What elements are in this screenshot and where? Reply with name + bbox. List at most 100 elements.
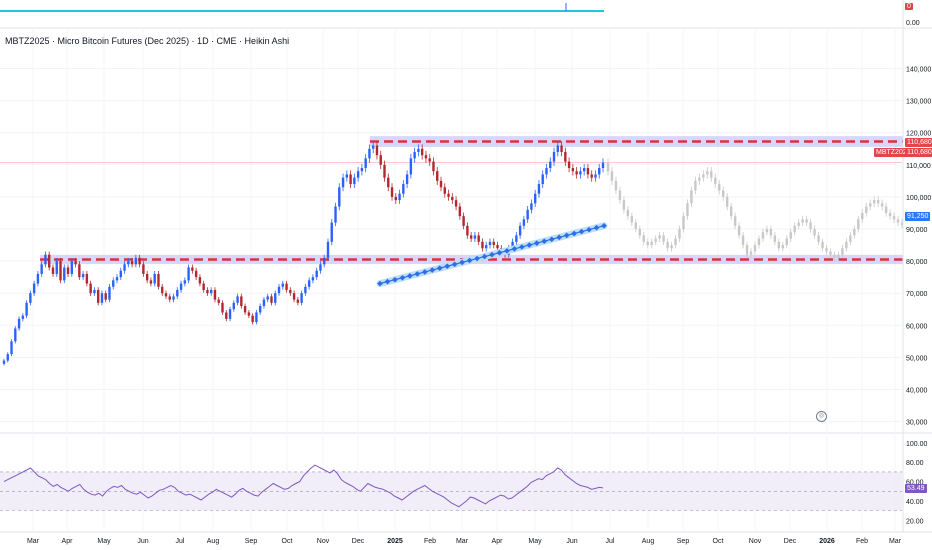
ghost-body [702,174,704,177]
ghost-body [607,163,609,172]
candle-body [206,290,208,293]
candle-body [285,284,287,290]
candle-body [116,277,118,280]
candle-body [319,264,321,270]
candle-body [150,280,152,283]
candle-body [387,178,389,188]
ghost-body [623,200,625,210]
candle-body [199,277,201,283]
x-tick-label: Jul [606,538,615,545]
ghost-body [726,197,728,207]
x-tick-label: Mar [889,538,902,545]
ghost-body [869,203,871,206]
candle-body [440,181,442,187]
candle-body [474,235,476,238]
candle-body [233,303,235,309]
ghost-body [782,245,784,248]
ghost-body [670,245,672,248]
y-tick-label: 50,000 [906,355,928,362]
candle-body [210,290,212,293]
x-tick-label: Mar [27,538,40,545]
ghost-body [694,181,696,191]
candle-body [391,187,393,197]
candle-body [165,293,167,296]
ghost-body [710,171,712,177]
ghost-body [798,223,800,226]
ghost-body [627,210,629,216]
last-price-tag: 110,680 [905,138,932,147]
candle-body [67,268,69,274]
candle-body [184,280,186,283]
ghost-body [615,181,617,191]
ghost-body [861,213,863,219]
ghost-body [654,239,656,242]
candle-body [334,207,336,223]
x-tick-label: Jun [137,538,148,545]
ghost-price-tag: 91,250 [905,212,930,221]
candle-body [251,316,253,322]
candle-body [56,261,58,274]
candle-body [421,149,423,155]
x-tick-label: May [528,538,542,545]
candle-body [74,261,76,264]
y-tick-label: 110,000 [906,163,931,170]
ghost-body [809,223,811,229]
candle-body [462,216,464,226]
candle-body [436,171,438,181]
candle-body [549,162,551,168]
candle-body [195,271,197,277]
candles [3,141,604,366]
ghost-body [746,245,748,255]
ghost-body [778,242,780,248]
candle-body [218,300,220,303]
ghost-body [794,226,796,232]
x-tick-label: Apr [62,538,74,545]
candle-body [44,255,46,265]
candle-body [304,287,306,293]
x-tick-label: Sep [677,538,690,545]
candle-body [52,268,54,274]
candle-body [481,242,483,248]
candle-body [594,174,596,177]
candle-body [146,274,148,280]
x-tick-label: Oct [713,538,724,545]
candle-body [466,226,468,236]
candle-body [590,174,592,177]
candle-body [289,290,291,293]
y-tick-label: 130,000 [906,99,931,106]
ghost-body [821,242,823,248]
candle-body [37,274,39,284]
candle-body [312,277,314,280]
candle-body [161,287,163,293]
ghost-body [742,235,744,245]
ghost-body [643,235,645,241]
candle-body [25,303,27,316]
ghost-body [662,235,664,241]
tradingview-logo-icon[interactable]: ◎ [816,411,827,422]
ghost-body [666,242,668,248]
ghost-body [885,207,887,213]
x-tick-label: Nov [317,538,330,545]
candle-body [59,261,61,280]
ghost-body [714,178,716,184]
candle-body [300,293,302,303]
ghost-body [813,229,815,235]
candle-body [282,284,284,287]
candle-body [587,168,589,174]
candle-body [395,197,397,200]
ghost-body [849,235,851,241]
ghost-body [829,251,831,254]
candle-body [368,149,370,159]
candle-body [383,165,385,178]
candle-body [496,245,498,248]
x-tick-label: 2025 [387,538,403,545]
y-tick-label: 80,000 [906,259,928,266]
candle-body [22,316,24,319]
candle-body [564,152,566,162]
candle-body [542,174,544,184]
candle-body [575,171,577,174]
ghost-body [758,239,760,245]
candle-body [263,300,265,306]
rsi-panel [0,465,902,511]
ghost-body [635,223,637,229]
